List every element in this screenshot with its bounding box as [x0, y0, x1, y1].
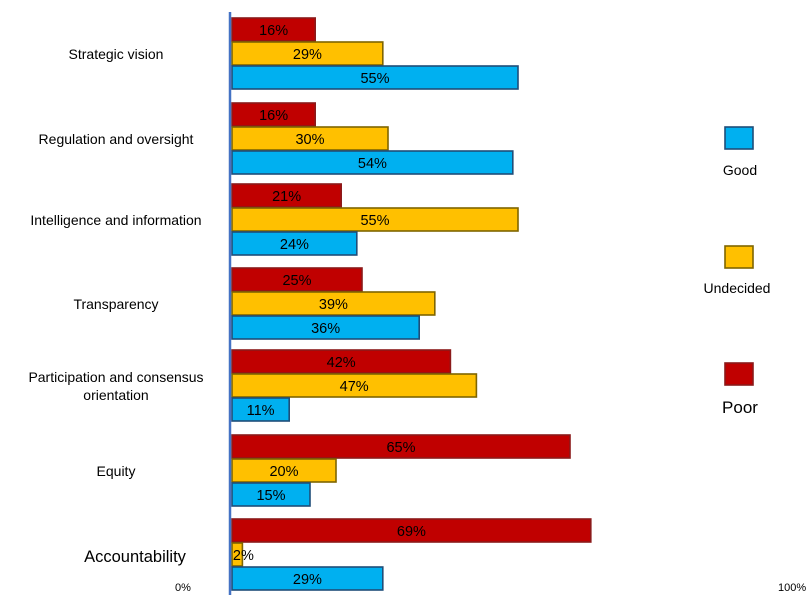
bar-good — [231, 315, 420, 340]
bar-poor — [231, 267, 363, 292]
bar-undecided — [231, 542, 244, 567]
bar-good — [231, 397, 291, 422]
x-tick-min: 0% — [175, 582, 191, 594]
category-label: Strategic vision — [69, 46, 164, 62]
bar-value-label: 20% — [269, 464, 298, 480]
category-label: Participation and consensus orientation — [28, 369, 203, 403]
bar-poor — [231, 349, 452, 374]
x-tick-max: 100% — [778, 582, 806, 594]
category-label: Intelligence and information — [30, 212, 201, 228]
category-label: Regulation and oversight — [39, 131, 194, 147]
bar-poor — [231, 518, 592, 543]
bar-poor — [231, 183, 342, 208]
category-labels: Strategic vision Regulation and oversight… — [28, 46, 203, 566]
category-label: Transparency — [73, 296, 158, 312]
bar-value-label: 29% — [293, 47, 322, 63]
bar-value-label: 24% — [280, 237, 309, 253]
bar-value-label: 16% — [259, 108, 288, 124]
legend: Good Undecided Poor — [704, 126, 771, 417]
bar-poor — [231, 102, 316, 127]
bar-good — [231, 566, 384, 591]
bar-value-label: 54% — [358, 156, 387, 172]
bars: 16% 29% 55% 16% 30% 54% 21% 55% 24% 25% 39% 36% 42% 4… — [231, 17, 592, 591]
bar-poor — [231, 17, 316, 42]
bar-value-label: 39% — [319, 297, 348, 313]
bar-value-label: 11% — [247, 403, 275, 419]
legend-swatch-undecided — [724, 245, 754, 269]
bar-value-label: 69% — [397, 524, 426, 540]
category-label: Accountability — [84, 548, 187, 566]
bar-good — [231, 65, 519, 90]
bar-value-label: 65% — [386, 440, 415, 456]
bar-poor — [231, 434, 571, 459]
bar-value-label: 42% — [327, 355, 356, 371]
bar-value-label: 55% — [360, 213, 389, 229]
bar-undecided — [231, 41, 384, 66]
bar-good — [231, 231, 358, 256]
bar-value-label: 29% — [293, 572, 322, 588]
bar-undecided — [231, 291, 436, 316]
category-label: Equity — [97, 463, 136, 479]
bar-good — [231, 482, 311, 507]
bar-value-label: 2% — [233, 548, 254, 564]
bar-undecided — [231, 373, 478, 398]
legend-swatch-good — [724, 126, 754, 150]
bar-undecided — [231, 126, 389, 151]
bar-value-label: 25% — [282, 273, 311, 289]
bar-value-label: 55% — [360, 71, 389, 87]
bar-value-label: 16% — [259, 23, 288, 39]
legend-swatch-poor — [724, 362, 754, 386]
legend-label-poor: Poor — [722, 398, 758, 417]
bar-value-label: 36% — [311, 321, 340, 337]
bar-undecided — [231, 458, 337, 483]
bar-undecided — [231, 207, 519, 232]
bar-value-label: 47% — [340, 379, 369, 395]
x-tick-labels: 0% 100% — [175, 582, 806, 594]
bar-good — [231, 150, 514, 175]
legend-label-good: Good — [723, 162, 757, 178]
bar-value-label: 30% — [295, 132, 324, 148]
legend-label-undecided: Undecided — [704, 280, 771, 296]
bar-value-label: 15% — [256, 488, 285, 504]
bar-value-label: 21% — [272, 189, 301, 205]
